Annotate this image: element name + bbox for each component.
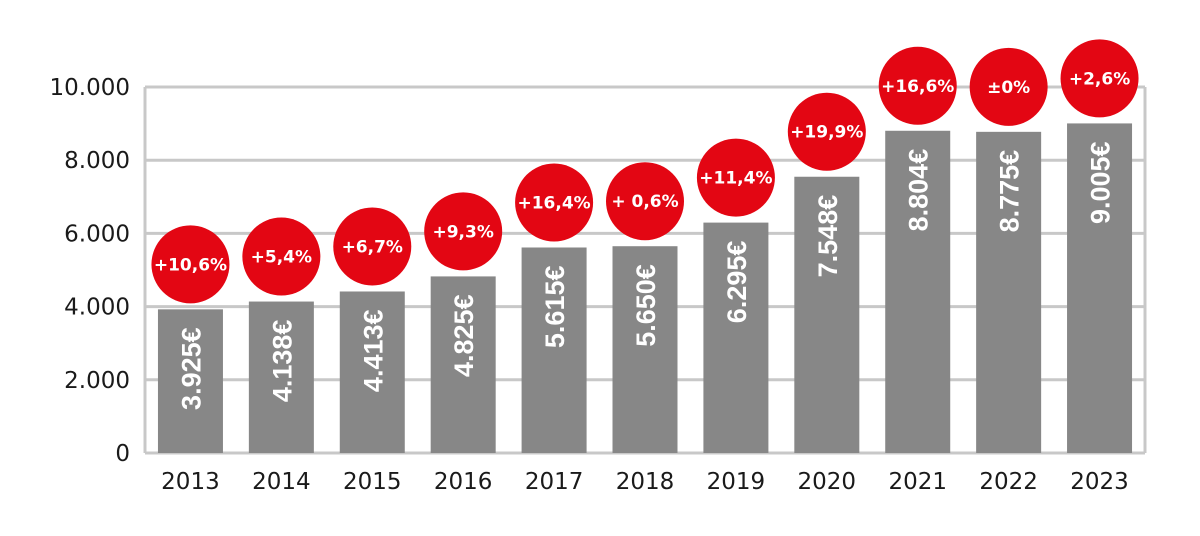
- change-badge: [515, 163, 594, 242]
- change-badge: [151, 225, 230, 304]
- bar-value-label: 6.295€: [722, 241, 752, 324]
- change-badge: [333, 207, 412, 286]
- change-label: +16,4%: [517, 193, 590, 213]
- bar-value-label: 5.650€: [631, 264, 661, 347]
- bar: [157, 309, 223, 453]
- bar-value-label: 3.925€: [176, 327, 206, 410]
- x-tick-label: 2021: [888, 469, 947, 495]
- x-tick-label: 2018: [616, 469, 675, 495]
- bar: [521, 247, 587, 453]
- x-tick-label: 2023: [1070, 469, 1129, 495]
- bar-value-label: 8.804€: [904, 149, 934, 232]
- bar-value-label: 9.005€: [1086, 141, 1116, 224]
- bar: [1067, 123, 1133, 454]
- change-label: +6,7%: [342, 237, 403, 257]
- x-tick-label: 2022: [979, 469, 1038, 495]
- y-tick-label: 8.000: [64, 148, 130, 174]
- bar-value-label: 7.548€: [813, 195, 843, 278]
- change-badge: [424, 192, 503, 271]
- x-tick-label: 2019: [707, 469, 766, 495]
- change-badge: [242, 217, 321, 296]
- change-label: +5,4%: [251, 248, 312, 268]
- bar: [612, 246, 678, 453]
- change-label: +9,3%: [432, 222, 493, 242]
- x-tick-label: 2013: [161, 469, 220, 495]
- bar: [976, 131, 1042, 453]
- bar: [885, 130, 951, 453]
- x-tick-label: 2015: [343, 469, 402, 495]
- bar: [430, 276, 496, 453]
- bar: [794, 176, 860, 453]
- bar-value-label: 4.825€: [449, 294, 479, 377]
- bar-value-label: 4.138€: [267, 320, 297, 403]
- change-badge: [787, 92, 866, 171]
- y-tick-label: 2.000: [64, 368, 130, 394]
- bar-value-label: 8.775€: [995, 150, 1025, 233]
- bar: [339, 291, 405, 453]
- bar-value-label: 5.615€: [540, 265, 570, 348]
- x-tick-label: 2017: [525, 469, 584, 495]
- bar-value-label: 4.413€: [358, 309, 388, 392]
- change-badge: [1060, 39, 1139, 118]
- change-badge: [878, 46, 957, 125]
- bar: [248, 301, 314, 453]
- y-tick-label: 6.000: [64, 221, 130, 247]
- y-tick-label: 10.000: [50, 75, 130, 101]
- change-badge: [696, 138, 775, 217]
- change-badge: [969, 47, 1048, 126]
- change-label: +2,6%: [1069, 69, 1130, 89]
- x-tick-label: 2016: [434, 469, 493, 495]
- change-label: ±0%: [987, 78, 1030, 98]
- y-tick-label: 0: [115, 441, 130, 467]
- x-tick-label: 2014: [252, 469, 311, 495]
- x-tick-label: 2020: [798, 469, 857, 495]
- change-label: +11,4%: [699, 169, 772, 189]
- change-label: + 0,6%: [611, 192, 678, 212]
- change-label: +10,6%: [154, 255, 227, 275]
- y-tick-label: 4.000: [64, 295, 130, 321]
- bar: [703, 222, 769, 453]
- change-label: +19,9%: [790, 123, 863, 143]
- change-badge: [606, 162, 684, 241]
- change-label: +16,6%: [881, 77, 954, 97]
